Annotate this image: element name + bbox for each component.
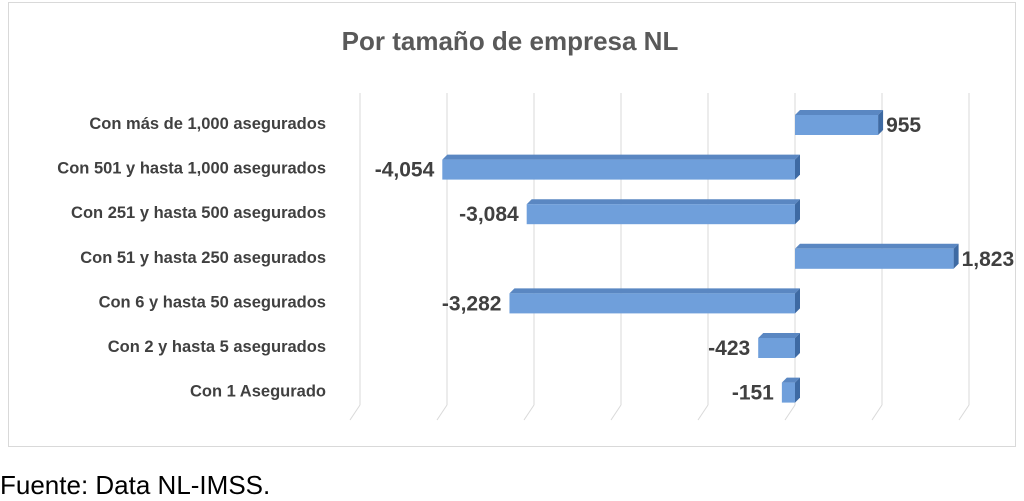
bar-front-face [509,293,795,314]
data-label: -3,282 [442,292,502,315]
category-label: Con 1 Asegurado [190,383,326,401]
gridline-foot [871,404,883,421]
bar [509,288,800,314]
gridline-foot [523,404,535,421]
data-label: -3,084 [459,203,519,226]
data-label: -423 [708,337,750,360]
chart-frame [8,2,1016,447]
bar-side-face [953,243,959,269]
gridline-foot [784,404,796,421]
category-label: Con 6 y hasta 50 asegurados [99,293,326,311]
bar-side-face [795,377,800,403]
bar-side-face [878,110,884,135]
bar-side-face [795,333,800,358]
bar-front-face [781,382,795,403]
data-label: -151 [732,382,774,405]
gridline-foot [349,404,361,421]
bar-top-face [795,110,884,115]
bar-front-face [758,338,795,358]
bar-top-face [509,288,800,294]
category-label: Con 251 y hasta 500 asegurados [71,204,326,222]
source-note: Fuente: Data NL-IMSS. [0,470,271,500]
bar-chart: Por tamaño de empresa NL Con más de 1,00… [57,26,1014,421]
bar-top-face [758,333,800,338]
bar-top-face [795,243,959,249]
bar [526,199,800,225]
bar-side-face [795,288,800,314]
bar-side-face [795,154,800,180]
bar-top-face [526,199,800,205]
data-labels: 955 -4,054 -3,084 1,823 -3,282 -423 -151 [375,114,1014,405]
bar [781,377,800,403]
bar [758,333,800,358]
data-label: 955 [886,114,921,137]
chart-title: Por tamaño de empresa NL [342,26,679,56]
gridline-foot [697,404,709,421]
gridlines [349,93,970,421]
category-label: Con más de 1,000 asegurados [89,115,326,133]
bar-top-face [442,154,800,160]
bar-front-face [795,115,879,135]
bar [795,110,884,135]
category-label: Con 501 y hasta 1,000 asegurados [57,160,326,178]
bar-front-face [442,159,795,180]
bar [442,154,800,180]
bars [442,110,959,403]
gridline-foot [958,404,970,421]
bar [795,243,959,269]
bar-side-face [795,199,800,225]
category-label: Con 2 y hasta 5 asegurados [108,338,326,356]
category-label: Con 51 y hasta 250 asegurados [80,249,326,267]
data-label: 1,823 [962,248,1015,271]
data-label: -4,054 [375,159,435,182]
bar-top-face [781,377,800,383]
gridline-foot [436,404,448,421]
bar-front-face [526,204,795,225]
bar-front-face [795,248,954,269]
category-axis-labels: Con más de 1,000 asegurados Con 501 y has… [57,115,326,401]
gridline-foot [610,404,622,421]
